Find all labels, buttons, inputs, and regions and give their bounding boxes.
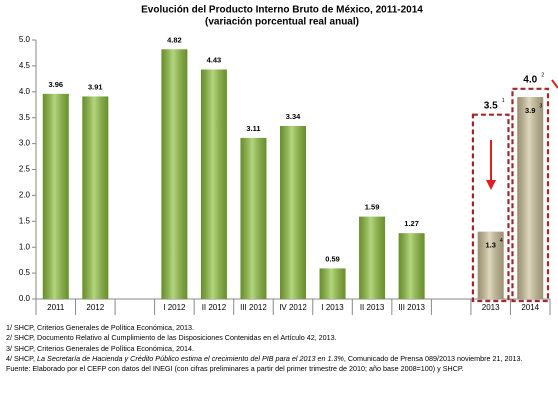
value-label: 4.82 [167, 35, 182, 44]
x-tick-label: 2011 [47, 303, 65, 312]
arrows [486, 79, 558, 190]
value-label: 1.59 [365, 203, 380, 212]
x-tick-label: III 2013 [398, 303, 425, 312]
x-tick-label: 2013 [482, 303, 500, 312]
chart-subtitle: (variación porcentual real anual) [205, 17, 359, 28]
footnote-part: La Secretaría de Hacienda y Crédito Públ… [37, 353, 344, 363]
value-label: 0.59 [325, 254, 340, 263]
bar-sheen [319, 268, 346, 299]
bar-sheen [161, 49, 188, 299]
value-label: 3.91 [88, 82, 103, 91]
value-label: 1.27 [404, 219, 419, 228]
y-tick-label: 3.0 [19, 139, 31, 148]
x-tick-label: II 2012 [202, 303, 227, 312]
bar-sheen [280, 125, 306, 299]
chart: Evolución del Producto Interno Bruto de … [19, 5, 558, 315]
arrow-head [486, 180, 496, 190]
bar-sheen [477, 231, 504, 299]
bar-sheen [42, 93, 69, 299]
bar-sheen [517, 96, 544, 299]
value-label: 3.34 [286, 112, 301, 121]
y-tick-label: 0.0 [19, 294, 31, 303]
x-tick-label: II 2013 [360, 303, 385, 312]
y-tick-label: 0.5 [19, 268, 31, 277]
bar-sheen [359, 216, 386, 299]
footnote: Fuente: Elaborado por el CEFP con datos … [6, 364, 464, 374]
value-label: 1.3 [485, 241, 495, 250]
y-tick-label: 3.5 [19, 113, 31, 122]
bar-sheen [398, 233, 425, 299]
footnote: 4/ SHCP, La Secretaría de Hacienda y Cré… [6, 354, 556, 364]
arrow-line [551, 79, 558, 89]
value-label: 3.96 [48, 80, 63, 89]
value-label: 3.9 [525, 106, 535, 115]
x-tick-label: 2012 [86, 303, 104, 312]
x-tick-label: I 2013 [321, 303, 344, 312]
value-label: 4.43 [207, 56, 222, 65]
value-note: 4 [500, 238, 503, 244]
value-note: 3 [539, 103, 542, 109]
y-tick-label: 5.0 [19, 35, 31, 44]
annotation-note: 1 [502, 98, 505, 104]
value-label: 3.11 [246, 124, 260, 133]
bar-sheen [240, 137, 267, 299]
x-tick-label: III 2012 [240, 303, 267, 312]
footnote: 3/ SHCP, Criterios Generales de Política… [6, 343, 195, 353]
footnote-part: , Comunicado de Prensa 089/2013 noviembr… [343, 353, 523, 363]
footnote-part: 4/ SHCP, [6, 353, 38, 363]
annotation-label: 4.0 [523, 74, 537, 85]
footnote: 2/ SHCP, Documento Relativo al Cumplimie… [6, 333, 337, 343]
y-tick-label: 4.5 [19, 61, 31, 70]
annotation-label: 3.5 [484, 100, 498, 111]
y-tick-label: 2.0 [19, 191, 31, 200]
x-tick-label: 2014 [521, 303, 539, 312]
y-tick-label: 1.5 [19, 216, 31, 225]
y-tick-label: 1.0 [19, 242, 31, 251]
y-tick-label: 2.5 [19, 165, 31, 174]
x-tick-label: I 2012 [163, 303, 186, 312]
footnote: 1/ SHCP, Criterios Generales de Política… [6, 323, 195, 332]
annotation-box [511, 87, 550, 303]
footnotes: 1/ SHCP, Criterios Generales de Política… [6, 323, 556, 374]
annotation-note: 2 [541, 72, 544, 78]
bar-sheen [200, 69, 227, 299]
y-tick-label: 4.0 [19, 87, 31, 96]
annotation-box [471, 113, 510, 303]
bar-sheen [82, 96, 109, 299]
x-tick-label: IV 2012 [279, 303, 307, 312]
chart-title: Evolución del Producto Interno Bruto de … [141, 5, 423, 16]
